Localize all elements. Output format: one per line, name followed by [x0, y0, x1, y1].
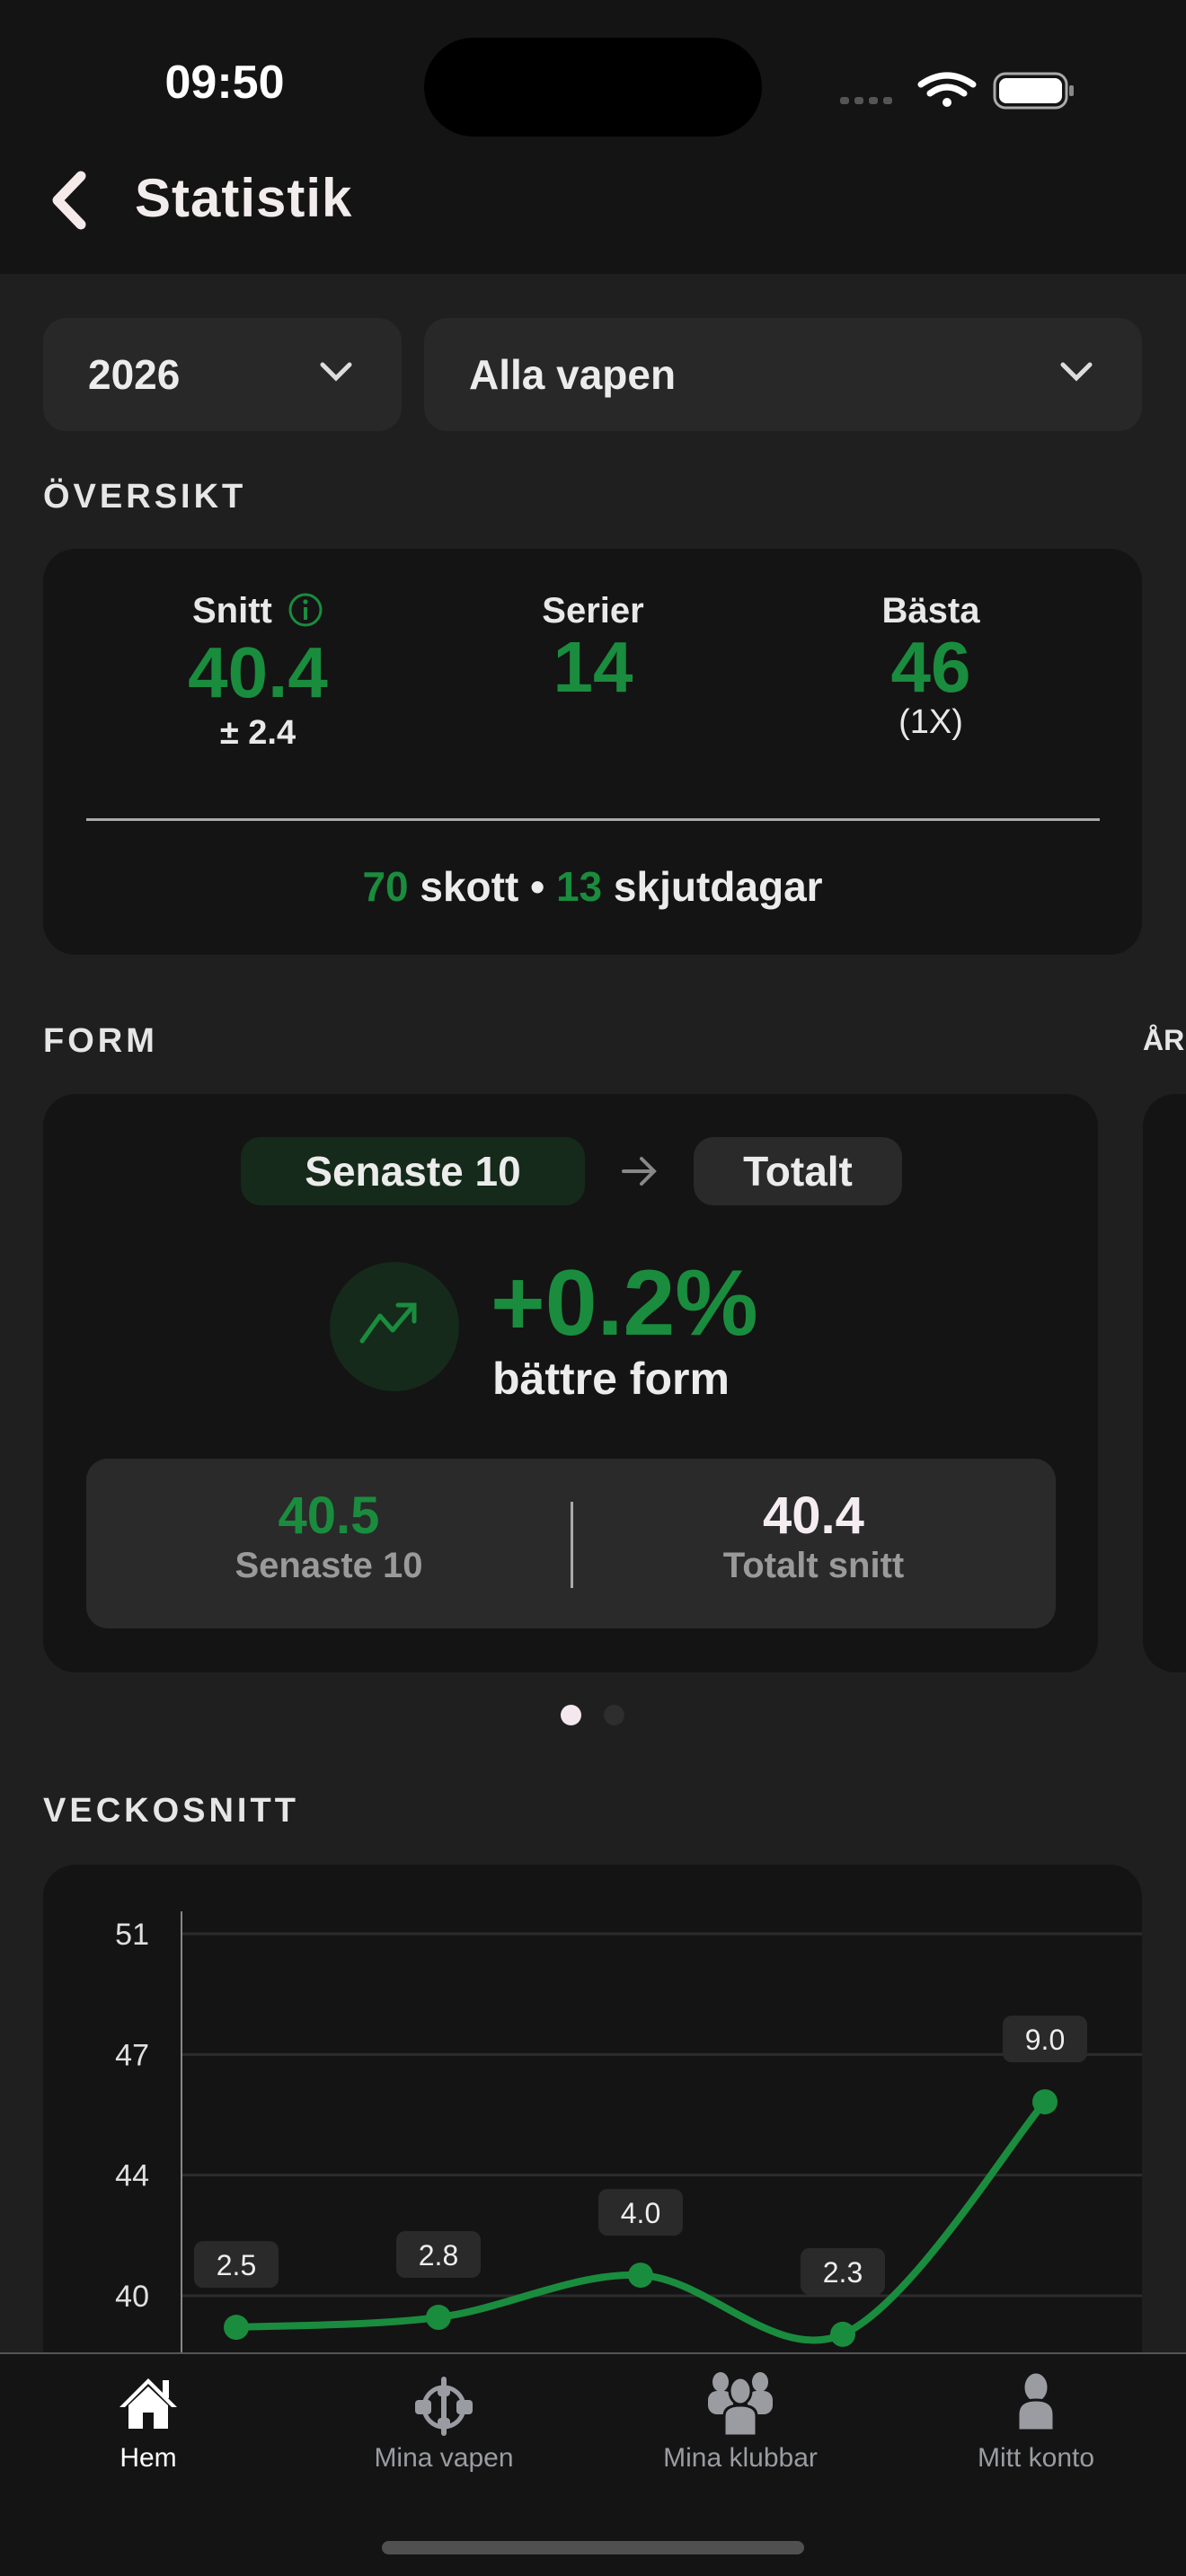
data-label: 2.8 — [419, 2239, 458, 2272]
total-label: Totalt snitt — [722, 1546, 905, 1585]
pill-total: Totalt — [694, 1137, 902, 1205]
crosshair-icon — [415, 2377, 473, 2436]
recent-label: Senaste 10 — [235, 1546, 423, 1585]
overview-section-label: ÖVERSIKT — [43, 478, 247, 516]
divider — [571, 1502, 573, 1588]
data-label-bg — [1003, 2016, 1087, 2063]
tab-clubs[interactable]: Mina klubbar — [592, 2371, 889, 2474]
chevron-down-icon — [320, 362, 352, 382]
overview-card — [43, 549, 1142, 955]
data-point — [1032, 2089, 1058, 2115]
signal-icon — [840, 97, 892, 104]
best-stat: Bästa 46 (1X) — [783, 591, 1079, 742]
data-label-bg — [194, 2241, 279, 2289]
dynamic-island — [424, 38, 762, 137]
chevron-down-icon — [1060, 362, 1093, 382]
series-label: Serier — [542, 591, 644, 631]
days-label: skjutdagar — [613, 863, 823, 910]
y-tick-label: 40 — [115, 2280, 149, 2314]
home-icon — [119, 2378, 177, 2429]
year-section-label: ÅR — [1143, 1024, 1185, 1056]
overview-footer: 70 skott • 13 skjutdagar — [43, 862, 1142, 911]
weekly-chart: 40 44 47 51 2.5 2.8 4.0 2.3 9.0 — [115, 1911, 1142, 2353]
form-section-label: FORM — [43, 1022, 158, 1060]
series-value: 14 — [553, 627, 633, 707]
data-label: 2.5 — [217, 2249, 256, 2281]
trend-badge — [330, 1262, 459, 1391]
y-tick-label: 44 — [115, 2159, 149, 2193]
data-label: 2.3 — [823, 2256, 863, 2289]
tab-label: Mitt konto — [977, 2443, 1095, 2473]
data-point — [426, 2305, 451, 2331]
best-value: 46 — [890, 627, 971, 707]
days-value: 13 — [555, 863, 603, 910]
recent-value: 40.5 — [278, 1486, 380, 1545]
weapon-dropdown[interactable]: Alla vapen — [424, 318, 1142, 431]
person-icon — [1016, 2371, 1056, 2432]
best-count: (1X) — [898, 703, 963, 741]
best-label: Bästa — [881, 591, 980, 631]
shots-label: skott — [420, 863, 519, 910]
average-value: 40.4 — [188, 632, 328, 712]
tab-bar — [0, 2352, 1186, 2576]
data-point — [628, 2263, 653, 2289]
status-icons — [840, 72, 1074, 110]
separator: • — [530, 863, 545, 910]
y-tick-label: 51 — [115, 1918, 149, 1952]
y-tick-label: 47 — [115, 2038, 149, 2072]
divider — [86, 818, 1100, 821]
page-dot[interactable] — [604, 1705, 624, 1725]
weekly-section-label: VECKOSNITT — [43, 1792, 299, 1830]
wifi-icon — [917, 72, 977, 97]
tab-weapons[interactable]: Mina vapen — [296, 2371, 592, 2474]
group-icon — [708, 2372, 773, 2436]
average-label: Snitt — [192, 591, 272, 631]
year-card[interactable] — [1143, 1094, 1186, 1672]
page-title: Statistik — [135, 168, 353, 228]
data-label: 4.0 — [621, 2197, 660, 2229]
tab-account[interactable]: Mitt konto — [888, 2371, 1184, 2474]
arrow-right-icon — [622, 1157, 657, 1186]
data-point — [830, 2321, 855, 2347]
average-deviation: ± 2.4 — [219, 714, 296, 752]
page-dot-active[interactable] — [561, 1705, 581, 1725]
battery-icon — [993, 72, 1074, 110]
shots-value: 70 — [362, 863, 409, 910]
form-comparison: 40.5 Senaste 10 40.4 Totalt snitt — [86, 1459, 1056, 1628]
data-label-bg — [396, 2231, 481, 2279]
trending-up-icon — [359, 1302, 417, 1344]
form-change-label: bättre form — [492, 1354, 730, 1404]
form-change: +0.2% — [491, 1251, 758, 1355]
weapon-value: Alla vapen — [469, 351, 677, 398]
year-value: 2026 — [88, 351, 181, 398]
back-chevron-icon[interactable] — [45, 169, 99, 232]
tab-home[interactable]: Hem — [0, 2371, 296, 2474]
pill-recent: Senaste 10 — [241, 1137, 585, 1205]
tab-label: Mina vapen — [374, 2443, 514, 2473]
average-stat: Snitt 40.4 ± 2.4 — [110, 591, 406, 753]
status-time: 09:50 — [164, 57, 285, 109]
data-label-bg — [801, 2247, 885, 2295]
data-point — [224, 2315, 249, 2341]
tab-label: Hem — [119, 2443, 177, 2473]
info-icon[interactable] — [288, 592, 323, 628]
series-stat: Serier 14 — [445, 591, 741, 709]
year-dropdown[interactable]: 2026 — [43, 318, 402, 431]
tab-label: Mina klubbar — [663, 2443, 818, 2473]
data-label-bg — [598, 2189, 683, 2236]
total-value: 40.4 — [763, 1486, 864, 1545]
home-indicator — [382, 2541, 804, 2554]
data-label: 9.0 — [1025, 2024, 1065, 2056]
